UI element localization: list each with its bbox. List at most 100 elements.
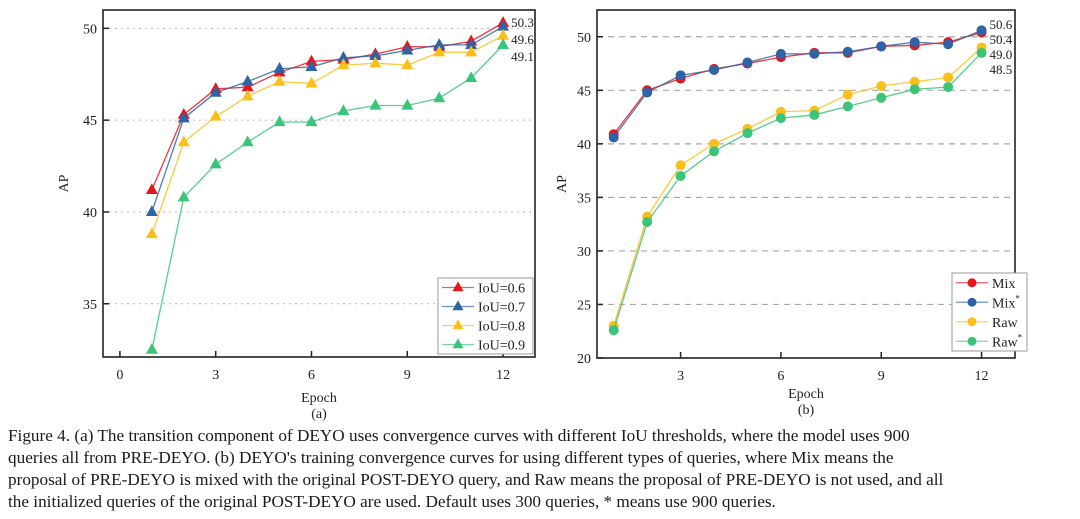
data-point — [876, 41, 887, 52]
y-axis-title: AP — [555, 175, 570, 193]
data-label: 48.5 — [990, 62, 1013, 77]
data-point — [305, 54, 318, 66]
y-tick-label: 35 — [577, 191, 591, 206]
x-tick-label: 6 — [308, 368, 315, 383]
legend: IoU=0.6 IoU=0.7 IoU=0.8 IoU=0.9 — [437, 277, 534, 355]
data-point — [209, 109, 222, 121]
data-point — [742, 128, 753, 139]
data-point — [177, 135, 190, 147]
x-tick-label: 6 — [777, 369, 784, 384]
x-tick-label: 9 — [404, 368, 411, 383]
legend-marker — [967, 297, 977, 307]
data-point — [273, 74, 286, 86]
y-tick-label: 20 — [577, 352, 591, 367]
data-point — [241, 80, 254, 92]
data-point — [305, 115, 318, 127]
x-tick-label: 0 — [116, 368, 123, 383]
series-line — [613, 29, 982, 138]
data-point — [337, 104, 350, 116]
y-tick-label: 25 — [577, 298, 591, 313]
panel-label: (a) — [311, 407, 327, 422]
panel-label: (b) — [798, 403, 815, 418]
data-point — [177, 190, 190, 202]
legend-label: IoU=0.8 — [478, 320, 525, 335]
data-point — [976, 47, 987, 58]
data-point — [909, 76, 920, 87]
data-point — [209, 157, 222, 169]
data-point — [675, 160, 686, 171]
data-point — [909, 37, 920, 48]
data-point — [809, 109, 820, 120]
legend-label: IoU=0.7 — [478, 301, 525, 316]
legend-marker — [967, 336, 977, 346]
data-point — [145, 342, 158, 354]
y-axis-title: AP — [57, 174, 72, 192]
data-point — [273, 115, 286, 127]
y-tick-label: 30 — [577, 245, 591, 260]
legend-marker — [452, 338, 464, 349]
series-line — [151, 22, 504, 191]
data-label: 49.1 — [511, 49, 534, 64]
data-point — [943, 82, 954, 93]
x-axis-title: Epoch — [301, 391, 337, 406]
data-point — [145, 205, 158, 217]
data-point — [642, 87, 653, 98]
data-point — [497, 29, 510, 40]
data-point — [433, 91, 446, 103]
legend-label: IoU=0.6 — [478, 282, 525, 297]
data-point — [401, 43, 414, 55]
x-tick-label: 12 — [496, 368, 510, 383]
y-tick-label: 45 — [83, 114, 97, 129]
y-tick-label: 40 — [83, 206, 97, 221]
data-point — [497, 38, 510, 49]
data-point — [709, 64, 720, 75]
x-axis-title: Epoch — [788, 387, 824, 402]
data-point — [209, 85, 222, 97]
data-point — [809, 48, 820, 59]
data-point — [842, 101, 853, 112]
chart-panel-a: 50.3 49.6 49.1 35 40 45 50 0 3 6 9 12 Epoch(a) AP IoU=… — [57, 9, 536, 422]
data-point — [401, 58, 414, 70]
data-label: 50.6 — [990, 17, 1013, 32]
caption-line: the initialized queries of the original … — [8, 492, 776, 511]
series-line — [151, 44, 504, 350]
data-point — [337, 51, 350, 62]
data-point — [909, 84, 920, 95]
caption-line: proposal of PRE-DEYO is mixed with the o… — [8, 470, 944, 489]
series-line — [613, 31, 982, 135]
data-point — [943, 39, 954, 50]
data-point — [675, 70, 686, 81]
data-label: 49.0 — [990, 47, 1013, 62]
data-point — [876, 92, 887, 103]
data-point — [709, 146, 720, 157]
legend-box — [951, 272, 1028, 352]
data-point — [497, 19, 510, 31]
y-tick-label: 45 — [577, 84, 591, 99]
y-tick-label: 40 — [577, 138, 591, 153]
data-point — [273, 62, 286, 73]
data-point — [842, 46, 853, 57]
data-point — [433, 38, 446, 49]
data-point — [433, 45, 446, 57]
legend-marker — [967, 317, 977, 327]
y-tick-label: 50 — [577, 31, 591, 46]
data-point — [305, 76, 318, 88]
figure-caption: Figure 4. (a) The transition component o… — [8, 425, 1078, 513]
data-point — [305, 60, 318, 72]
legend-label: Raw* — [992, 332, 1023, 350]
legend-label: Mix* — [992, 293, 1020, 311]
data-point — [742, 57, 753, 68]
data-point — [642, 217, 653, 228]
data-point — [241, 74, 254, 86]
legend-label: IoU=0.9 — [478, 339, 525, 354]
data-point — [241, 89, 254, 101]
caption-line: queries all from PRE-DEYO. (b) DEYO's tr… — [8, 448, 894, 467]
data-point — [876, 81, 887, 92]
data-point — [842, 89, 853, 100]
data-point — [369, 98, 382, 110]
series-line — [151, 35, 504, 235]
data-label: 49.6 — [511, 32, 534, 47]
x-tick-label: 3 — [677, 369, 684, 384]
data-label: 50.3 — [511, 15, 534, 30]
